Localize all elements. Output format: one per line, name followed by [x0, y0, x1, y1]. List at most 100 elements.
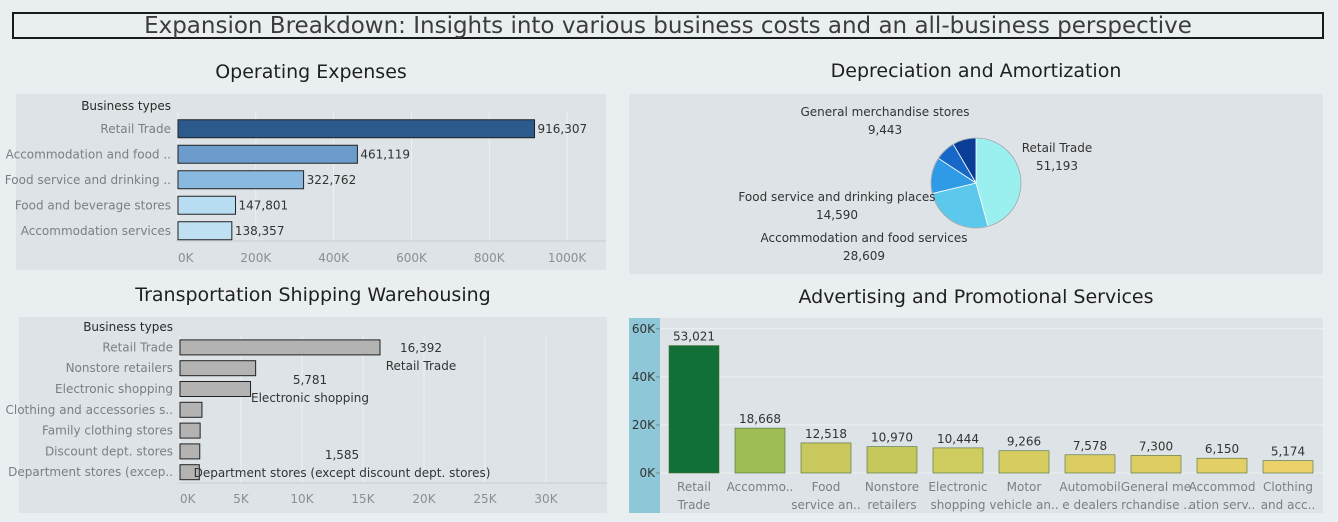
x-tick-label: 1000K: [548, 251, 588, 265]
x-tick-label: 0K: [178, 251, 195, 265]
y-tick-label: 60K: [632, 322, 656, 336]
slice-value: 14,590: [816, 208, 858, 222]
category-label: Food service and drinking ..: [5, 173, 171, 187]
category-label: Retail: [677, 480, 711, 494]
bar: [179, 422, 201, 439]
slice-value: 51,193: [1036, 159, 1078, 173]
category-label: Department stores (excep..: [8, 465, 173, 479]
bar: [179, 381, 252, 397]
annotation-value: 16,392: [400, 341, 442, 355]
data-label: 10,444: [937, 432, 979, 446]
category-label: service an..: [791, 498, 860, 512]
advertising-panel: 0K 20K 40K 60K 53,021 Retail Trade 18,668 Accomm…: [629, 318, 1323, 513]
category-label: vehicle an..: [989, 498, 1058, 512]
data-label: 18,668: [739, 412, 781, 426]
slice-label: General merchandise stores: [800, 105, 969, 119]
y-tick-label: 0K: [639, 466, 656, 480]
annotation-label: Department stores (except discount dept.…: [194, 466, 491, 480]
bar: [866, 446, 918, 474]
pie-outline: [930, 137, 1022, 229]
category-label: Accommodation and food ..: [6, 147, 171, 161]
depreciation-title: Depreciation and Amortization: [830, 60, 1122, 82]
y-axis-title: Business types: [83, 320, 173, 334]
x-tick-label: 200K: [240, 251, 272, 265]
bar: [177, 170, 305, 190]
operating-expenses-chart: 0K 200K 400K 600K 800K 1000K Business types Ret…: [5, 99, 606, 265]
slice-value: 28,609: [843, 249, 885, 263]
x-tick-label: 600K: [396, 251, 428, 265]
category-label: Accommod: [1189, 480, 1256, 494]
bar: [800, 442, 852, 474]
y-axis-band: [629, 318, 660, 513]
category-label: Nonstore: [865, 480, 919, 494]
bar: [179, 401, 203, 418]
transport-chart: 0K 5K 10K 15K 20K 25K 30K Business types Retail …: [5, 320, 607, 506]
x-tick-label: 15K: [351, 492, 375, 506]
operating-expenses-title: Operating Expenses: [215, 61, 407, 83]
category-label: Discount dept. stores: [45, 444, 173, 458]
annotation-label: Electronic shopping: [251, 391, 369, 405]
x-tick-label: 5K: [233, 492, 250, 506]
bar: [998, 450, 1050, 474]
category-label: Food and beverage stores: [15, 198, 171, 212]
bar: [1130, 455, 1182, 474]
advertising-title: Advertising and Promotional Services: [798, 286, 1154, 308]
annotation-label: Retail Trade: [386, 359, 457, 373]
data-label: 5,174: [1271, 445, 1305, 459]
category-label: Electronic shopping: [55, 382, 173, 396]
y-tick-label: 20K: [632, 418, 656, 432]
category-label: Accommodation services: [21, 224, 171, 238]
bar: [177, 119, 536, 139]
y-tick-label: 40K: [632, 370, 656, 384]
dashboard-title: Expansion Breakdown: Insights into vario…: [12, 12, 1324, 39]
transport-title: Transportation Shipping Warehousing: [135, 284, 491, 306]
bar: [1064, 454, 1116, 474]
transport-panel: 0K 5K 10K 15K 20K 25K 30K Business types Retail …: [5, 317, 607, 513]
bar: [179, 464, 200, 481]
category-label: Accommo..: [727, 480, 794, 494]
category-label: Clothing: [1263, 480, 1313, 494]
data-label: 10,970: [871, 431, 913, 445]
category-label: e dealers: [1062, 498, 1117, 512]
category-label: Retail Trade: [100, 122, 171, 136]
category-label: Family clothing stores: [42, 424, 173, 438]
category-label: Clothing and accessories s..: [5, 403, 173, 417]
category-label: Automobil: [1059, 480, 1120, 494]
advertising-chart: 0K 20K 40K 60K 53,021 Retail Trade 18,668 Accomm…: [629, 318, 1323, 513]
category-label: shopping: [931, 498, 986, 512]
category-label: General me: [1121, 480, 1191, 494]
bar: [179, 339, 381, 356]
annotation-value: 1,585: [325, 448, 359, 462]
depreciation-panel: Retail Trade 51,193 Accommodation and food…: [629, 94, 1323, 274]
category-label: retailers: [867, 498, 916, 512]
bar: [177, 144, 358, 164]
data-label: 138,357: [235, 224, 285, 238]
data-label: 6,150: [1205, 442, 1239, 456]
category-label: ation serv..: [1189, 498, 1256, 512]
category-label: Trade: [677, 498, 711, 512]
x-tick-label: 25K: [473, 492, 497, 506]
data-label: 461,119: [360, 147, 410, 161]
category-label: Motor: [1007, 480, 1042, 494]
data-label: 9,266: [1007, 435, 1041, 449]
bar: [179, 360, 257, 377]
slice-value: 9,443: [868, 123, 902, 137]
x-tick-label: 20K: [412, 492, 436, 506]
x-tick-label: 400K: [318, 251, 350, 265]
bar: [668, 345, 720, 474]
data-label: 12,518: [805, 427, 847, 441]
data-label: 7,300: [1139, 439, 1173, 453]
x-tick-label: 10K: [290, 492, 314, 506]
data-label: 53,021: [673, 330, 715, 344]
bar: [1196, 457, 1248, 474]
category-label: and acc..: [1261, 498, 1316, 512]
bar: [734, 427, 786, 474]
category-label: Electronic: [928, 480, 987, 494]
slice-label: Retail Trade: [1022, 141, 1093, 155]
category-label: Retail Trade: [102, 340, 173, 354]
depreciation-chart: Retail Trade 51,193 Accommodation and food…: [738, 105, 1093, 263]
category-label: Food: [812, 480, 841, 494]
data-label: 322,762: [307, 173, 357, 187]
bar: [179, 443, 201, 460]
bar: [1262, 460, 1314, 474]
